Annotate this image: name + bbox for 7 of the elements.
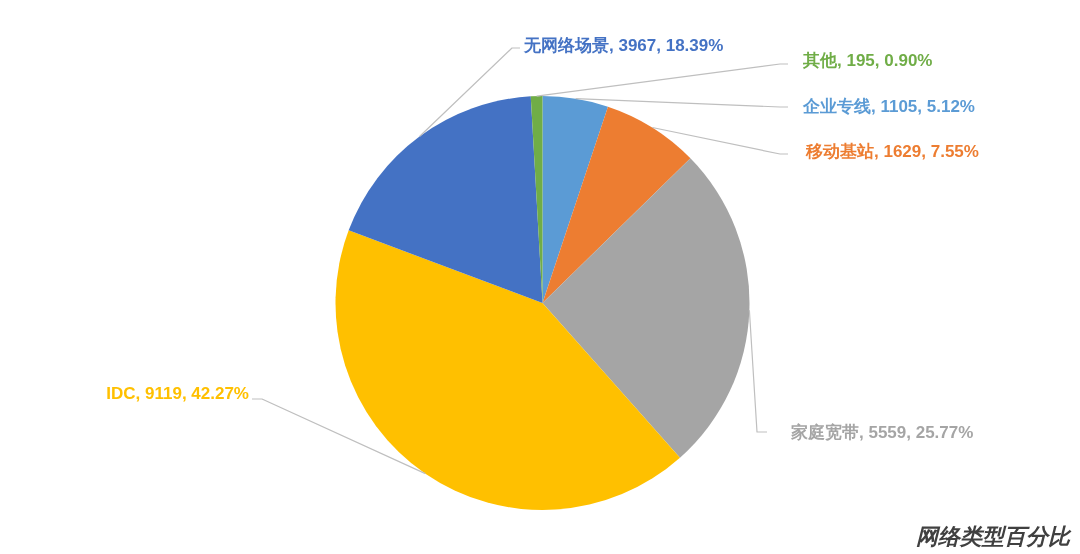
slice-label: IDC, 9119, 42.27%: [106, 383, 249, 403]
text: 网络类型百分比: [916, 524, 1072, 549]
slice-label: 其他, 195, 0.90%: [802, 50, 933, 70]
slice-label: 家庭宽带, 5559, 25.77%: [790, 422, 974, 442]
slice-label: 无网络场景, 3967, 18.39%: [523, 35, 724, 55]
slice-label: 移动基站, 1629, 7.55%: [805, 141, 979, 161]
slice-label: 企业专线, 1105, 5.12%: [802, 96, 975, 116]
